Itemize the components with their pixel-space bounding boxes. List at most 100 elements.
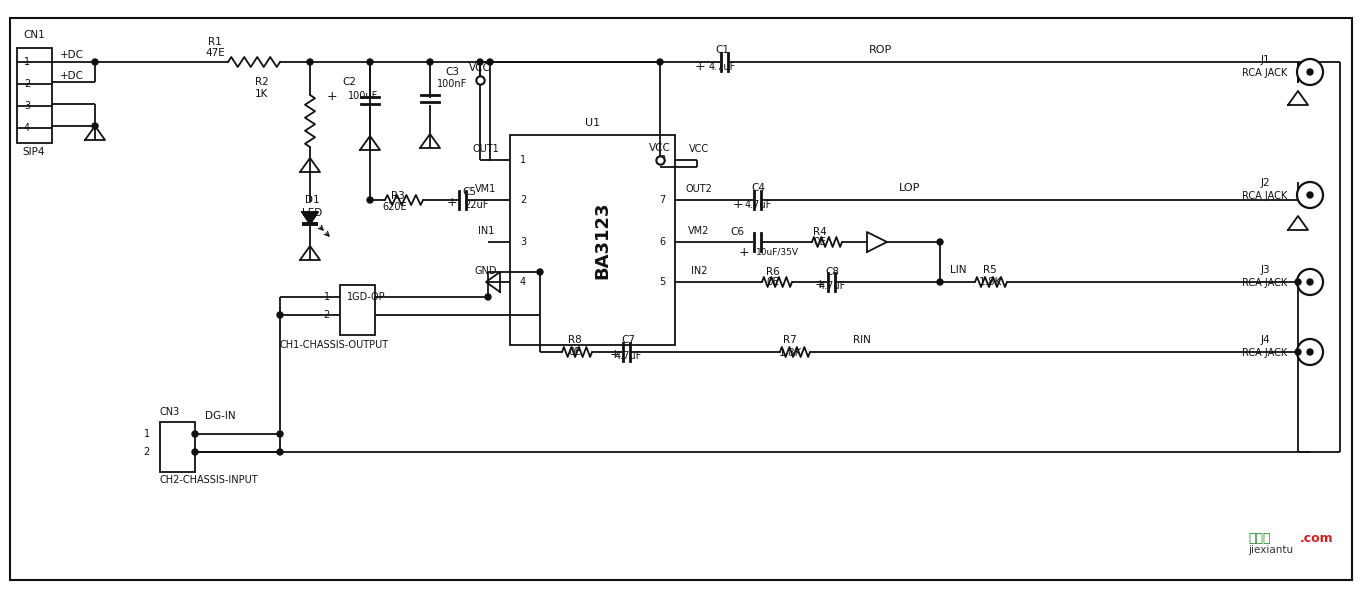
- Text: R6: R6: [765, 267, 780, 277]
- Text: 47E: 47E: [206, 48, 225, 58]
- Text: +: +: [447, 197, 458, 210]
- Text: OUT1: OUT1: [473, 144, 500, 154]
- Text: VM1: VM1: [475, 184, 497, 194]
- Bar: [16, 48, 52, 143]
- Text: C7: C7: [621, 335, 635, 345]
- Circle shape: [488, 59, 493, 65]
- Text: VM2: VM2: [688, 226, 710, 236]
- Text: 0E: 0E: [813, 237, 827, 247]
- Text: .com: .com: [1299, 532, 1333, 545]
- Text: 5: 5: [659, 277, 665, 287]
- Text: RIN: RIN: [853, 335, 870, 345]
- Text: RCA JACK: RCA JACK: [1242, 68, 1287, 78]
- Text: RCA JACK: RCA JACK: [1242, 278, 1287, 288]
- Circle shape: [1295, 349, 1301, 355]
- Text: C4: C4: [750, 183, 765, 193]
- Circle shape: [1297, 182, 1323, 208]
- Text: SIP4: SIP4: [23, 147, 45, 157]
- Text: C6: C6: [730, 227, 744, 237]
- Circle shape: [1308, 279, 1313, 285]
- Circle shape: [537, 269, 543, 275]
- Text: 4.7uF: 4.7uF: [745, 200, 772, 210]
- Text: IN2: IN2: [691, 266, 707, 276]
- Circle shape: [306, 59, 313, 65]
- Text: R7: R7: [783, 335, 797, 345]
- Circle shape: [937, 279, 943, 285]
- Text: 0E: 0E: [767, 277, 779, 287]
- Text: CH1-CHASSIS-OUTPUT: CH1-CHASSIS-OUTPUT: [281, 340, 390, 350]
- Text: R4: R4: [813, 227, 827, 237]
- Text: R1: R1: [208, 37, 222, 47]
- Text: OUT2: OUT2: [685, 184, 712, 194]
- Text: ROP: ROP: [869, 45, 892, 55]
- Text: 1: 1: [520, 155, 526, 165]
- Text: 6: 6: [659, 237, 665, 247]
- Circle shape: [93, 123, 98, 129]
- Text: C8: C8: [825, 267, 839, 277]
- Text: 4: 4: [25, 123, 30, 133]
- Bar: [159, 422, 195, 472]
- Text: C3: C3: [445, 67, 459, 77]
- Text: +: +: [738, 245, 749, 258]
- Text: 8: 8: [659, 155, 665, 165]
- Text: +: +: [610, 349, 620, 362]
- Circle shape: [937, 239, 943, 245]
- Text: 1: 1: [324, 292, 330, 302]
- Circle shape: [1297, 339, 1323, 365]
- Text: 1: 1: [25, 57, 30, 67]
- Text: 2: 2: [324, 310, 330, 320]
- Circle shape: [276, 449, 283, 455]
- Text: 4.7uF: 4.7uF: [708, 62, 735, 72]
- Text: 1K: 1K: [255, 89, 268, 99]
- Text: +DC: +DC: [60, 50, 84, 60]
- Text: R3: R3: [391, 191, 405, 201]
- Bar: [509, 135, 676, 345]
- Text: 1: 1: [144, 429, 150, 439]
- Text: 620E: 620E: [383, 202, 407, 212]
- Circle shape: [1297, 59, 1323, 85]
- Circle shape: [1308, 192, 1313, 198]
- Text: 0E: 0E: [568, 347, 582, 357]
- Text: VCC: VCC: [469, 63, 490, 73]
- Text: 4: 4: [520, 277, 526, 287]
- Text: 1.8K: 1.8K: [778, 348, 802, 358]
- Circle shape: [366, 197, 373, 203]
- Text: 3: 3: [520, 237, 526, 247]
- Bar: [340, 285, 375, 335]
- Text: 2: 2: [520, 195, 526, 205]
- Text: R2: R2: [255, 77, 268, 87]
- Text: +: +: [695, 59, 706, 72]
- Circle shape: [192, 449, 197, 455]
- Circle shape: [366, 59, 373, 65]
- Circle shape: [485, 294, 490, 300]
- Text: +: +: [814, 279, 825, 292]
- Text: LED: LED: [302, 208, 323, 218]
- Text: 100uF: 100uF: [349, 91, 379, 101]
- Polygon shape: [302, 212, 317, 224]
- Text: J2: J2: [1260, 178, 1269, 188]
- Circle shape: [1297, 269, 1323, 295]
- Text: CN1: CN1: [23, 30, 45, 40]
- Text: GND: GND: [475, 266, 497, 276]
- Text: J1: J1: [1260, 55, 1269, 65]
- Circle shape: [477, 59, 484, 65]
- Text: 22uF: 22uF: [464, 200, 489, 210]
- Text: 100nF: 100nF: [437, 79, 467, 89]
- Text: J4: J4: [1260, 335, 1269, 345]
- Text: 4.7uF: 4.7uF: [819, 281, 846, 291]
- Text: 7: 7: [659, 195, 665, 205]
- Text: 2: 2: [144, 447, 150, 457]
- Text: VCC: VCC: [650, 143, 671, 153]
- Circle shape: [276, 431, 283, 437]
- Text: jiexiantu: jiexiantu: [1248, 545, 1293, 555]
- Text: C2: C2: [342, 77, 355, 87]
- Text: IN1: IN1: [478, 226, 494, 236]
- Text: J3: J3: [1260, 265, 1269, 275]
- Circle shape: [1295, 279, 1301, 285]
- Text: 1GD-OP: 1GD-OP: [347, 292, 385, 302]
- Text: R5: R5: [983, 265, 997, 275]
- Text: 1.8K: 1.8K: [978, 277, 1001, 287]
- Text: 接线图: 接线图: [1248, 532, 1271, 545]
- Text: +: +: [733, 197, 744, 210]
- Circle shape: [276, 312, 283, 318]
